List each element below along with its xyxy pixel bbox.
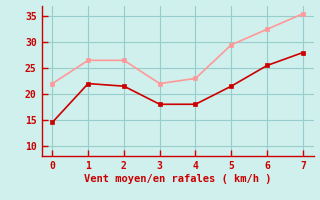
X-axis label: Vent moyen/en rafales ( km/h ): Vent moyen/en rafales ( km/h ) — [84, 174, 271, 184]
